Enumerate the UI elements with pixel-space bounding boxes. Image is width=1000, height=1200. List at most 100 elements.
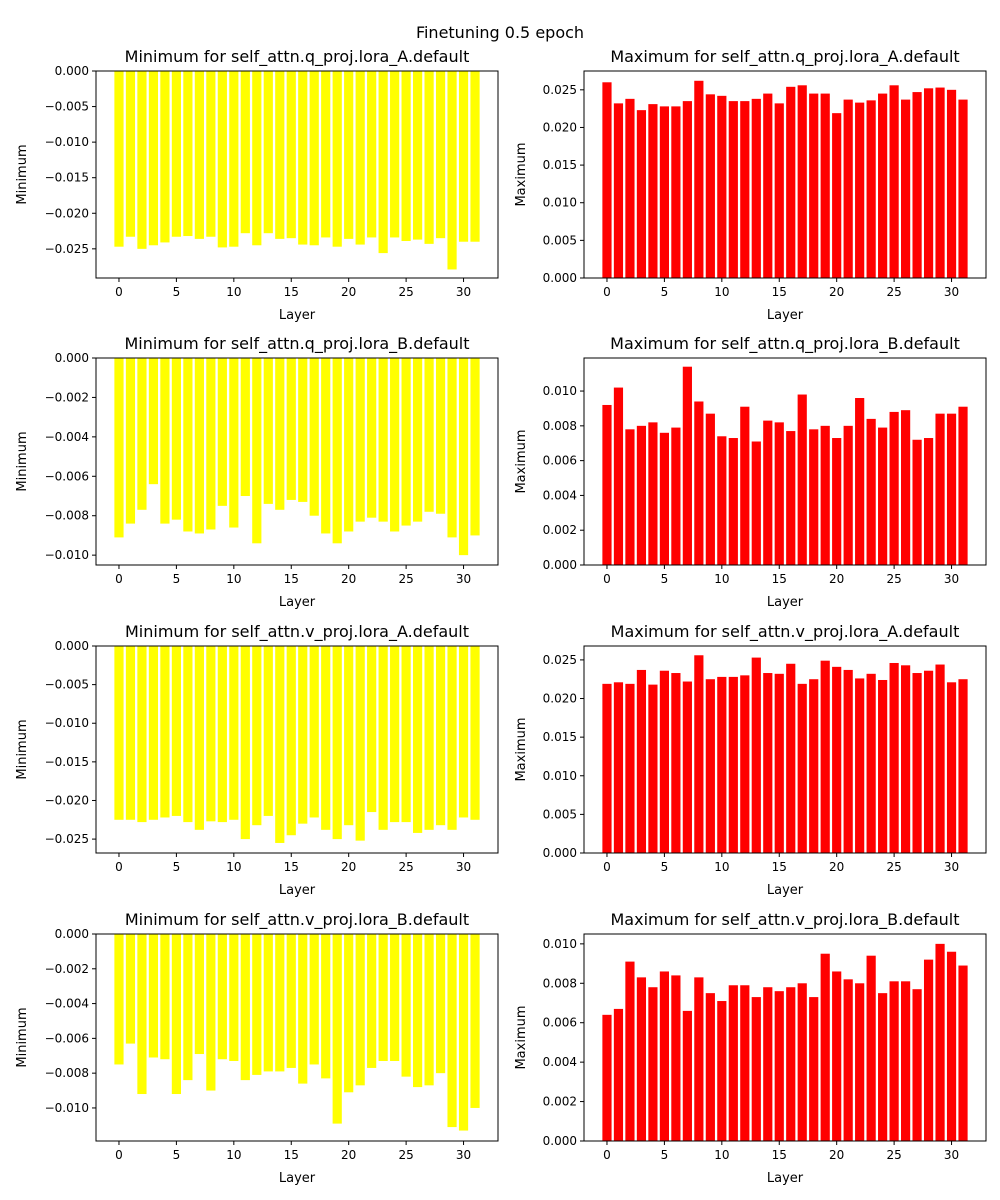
bar bbox=[912, 989, 922, 1141]
y-tick-label: 0.000 bbox=[55, 927, 89, 941]
chart-panel: 0 5 10 15 20 25 30 0.000 0.002 0.004 0.006 0.008 0.0… bbox=[514, 910, 987, 1186]
bar bbox=[424, 358, 434, 512]
bar bbox=[263, 358, 273, 504]
bar bbox=[751, 441, 761, 565]
y-tick-label: −0.010 bbox=[45, 1101, 89, 1115]
bar bbox=[321, 71, 331, 238]
y-tick-label: −0.005 bbox=[45, 678, 89, 692]
x-axis-label: Layer bbox=[767, 595, 804, 610]
bar bbox=[878, 427, 888, 565]
bar bbox=[413, 358, 423, 522]
bar bbox=[740, 406, 750, 565]
bar bbox=[344, 358, 354, 532]
x-tick-label: 0 bbox=[603, 572, 611, 586]
y-axis-label: Maximum bbox=[514, 1005, 529, 1069]
bar bbox=[470, 358, 480, 536]
bar bbox=[217, 358, 227, 506]
bar bbox=[137, 934, 147, 1095]
bar bbox=[435, 934, 446, 1074]
bar bbox=[659, 971, 669, 1141]
axes-frame bbox=[583, 357, 987, 566]
x-tick-label: 25 bbox=[886, 572, 901, 586]
bar bbox=[832, 438, 842, 565]
y-tick-label: 0.015 bbox=[543, 158, 577, 172]
bar bbox=[728, 676, 738, 853]
chart-title: Maximum for self_attn.v_proj.lora_A.defa… bbox=[611, 622, 960, 642]
bar bbox=[705, 993, 715, 1141]
x-tick-label: 30 bbox=[456, 860, 471, 874]
bar bbox=[447, 934, 457, 1128]
bar bbox=[447, 358, 457, 538]
bar bbox=[671, 106, 681, 278]
x-tick-label: 20 bbox=[829, 572, 844, 586]
bar bbox=[137, 71, 147, 249]
y-tick-label: 0.020 bbox=[543, 692, 577, 706]
bar bbox=[114, 934, 124, 1065]
bar bbox=[378, 934, 388, 1061]
bar bbox=[648, 684, 658, 853]
bar bbox=[413, 71, 423, 240]
bar bbox=[705, 94, 715, 278]
bar bbox=[797, 85, 807, 278]
bar bbox=[194, 71, 204, 239]
bar bbox=[946, 89, 957, 278]
x-tick-label: 15 bbox=[284, 285, 299, 299]
bar bbox=[636, 110, 647, 278]
x-tick-label: 5 bbox=[173, 572, 181, 586]
bar bbox=[935, 87, 945, 278]
bar bbox=[843, 669, 853, 853]
bar bbox=[206, 934, 216, 1091]
bar bbox=[946, 413, 957, 565]
x-tick-label: 30 bbox=[944, 1148, 959, 1162]
bar bbox=[160, 934, 170, 1060]
x-tick-label: 20 bbox=[341, 1148, 356, 1162]
bar bbox=[901, 99, 911, 278]
axes-frame bbox=[95, 645, 499, 854]
y-tick-label: 0.008 bbox=[543, 976, 577, 990]
y-tick-label: −0.004 bbox=[45, 430, 89, 444]
bar bbox=[401, 71, 411, 242]
bar bbox=[843, 99, 853, 278]
bar bbox=[321, 358, 331, 534]
bar bbox=[378, 646, 388, 830]
x-tick-label: 10 bbox=[226, 1148, 241, 1162]
bar bbox=[321, 934, 331, 1079]
bar bbox=[705, 679, 715, 853]
bar bbox=[832, 666, 842, 853]
axes-frame bbox=[95, 933, 499, 1142]
y-axis-label: Maximum bbox=[514, 429, 529, 493]
y-tick-label: −0.008 bbox=[45, 509, 89, 523]
x-tick-label: 25 bbox=[886, 1148, 901, 1162]
bar bbox=[625, 429, 635, 565]
bar bbox=[424, 934, 434, 1086]
chart-panel: 0 5 10 15 20 25 30 0.000 −0.005 −0.010 −0.015 −0.02… bbox=[15, 47, 499, 323]
y-tick-label: 0.008 bbox=[543, 419, 577, 433]
bar bbox=[171, 358, 181, 520]
bar bbox=[625, 961, 635, 1141]
bar bbox=[125, 71, 136, 237]
bar bbox=[878, 679, 888, 853]
bar bbox=[148, 646, 159, 820]
bar bbox=[148, 71, 159, 246]
bar bbox=[797, 683, 807, 853]
bar bbox=[252, 358, 262, 544]
bar bbox=[636, 977, 647, 1141]
bar bbox=[160, 358, 170, 524]
x-tick-label: 25 bbox=[886, 285, 901, 299]
bar bbox=[332, 934, 342, 1124]
bar bbox=[602, 404, 612, 565]
bar bbox=[286, 646, 296, 836]
bar bbox=[625, 683, 635, 853]
y-tick-label: 0.000 bbox=[55, 64, 89, 78]
x-tick-label: 30 bbox=[944, 572, 959, 586]
bar bbox=[705, 413, 715, 565]
bar bbox=[390, 71, 400, 238]
y-tick-label: −0.008 bbox=[45, 1066, 89, 1080]
y-tick-label: −0.006 bbox=[45, 1031, 89, 1045]
bar bbox=[367, 358, 377, 518]
x-tick-label: 20 bbox=[341, 285, 356, 299]
bar bbox=[263, 934, 273, 1072]
y-tick-label: 0.010 bbox=[543, 769, 577, 783]
x-axis-label: Layer bbox=[279, 1171, 316, 1186]
bar bbox=[458, 71, 469, 242]
